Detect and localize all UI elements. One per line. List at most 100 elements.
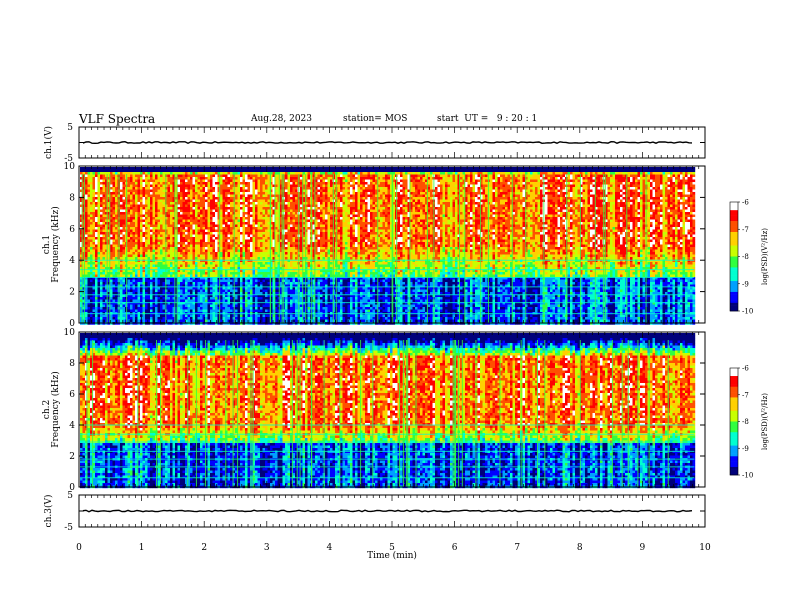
- psd-cell: [187, 257, 191, 260]
- psd-cell: [202, 279, 206, 283]
- psd-cell: [242, 299, 246, 303]
- psd-cell: [190, 249, 193, 253]
- psd-cell: [112, 299, 116, 303]
- psd-cell: [192, 194, 196, 198]
- psd-cell: [107, 177, 111, 180]
- psd-cell: [192, 224, 196, 228]
- psd-cell: [137, 219, 141, 223]
- psd-cell: [197, 209, 201, 213]
- psd-cell: [252, 169, 256, 173]
- psd-cell: [87, 169, 91, 173]
- psd-cell: [250, 244, 253, 248]
- psd-cell: [105, 289, 108, 293]
- psd-cell: [205, 174, 208, 178]
- psd-cell: [252, 264, 256, 268]
- psd-cell: [142, 214, 146, 218]
- psd-cell: [187, 179, 191, 183]
- psd-cell: [270, 284, 273, 288]
- psd-cell: [107, 287, 111, 290]
- psd-cell: [260, 297, 263, 300]
- psd-cell: [127, 224, 131, 228]
- psd-cell: [225, 249, 228, 253]
- psd-cell: [130, 227, 133, 230]
- psd-cell: [162, 314, 166, 318]
- psd-cell: [85, 207, 88, 210]
- psd-cell: [235, 234, 238, 238]
- psd-cell: [262, 284, 266, 288]
- psd-cell: [187, 187, 191, 190]
- psd-cell: [97, 194, 101, 198]
- psd-cell: [250, 259, 253, 263]
- psd-cell: [220, 257, 223, 260]
- psd-cell: [230, 282, 233, 285]
- psd-cell: [225, 279, 228, 283]
- psd-cell: [202, 227, 206, 230]
- psd-cell: [160, 307, 163, 310]
- psd-cell: [215, 254, 218, 258]
- psd-cell: [112, 227, 116, 230]
- psd-cell: [182, 249, 186, 253]
- psd-cell: [132, 209, 136, 213]
- psd-cell: [217, 307, 221, 310]
- psd-cell: [275, 297, 278, 300]
- psd-cell: [85, 242, 88, 245]
- psd-cell: [97, 244, 101, 248]
- psd-cell: [265, 247, 268, 250]
- psd-cell: [167, 287, 171, 290]
- psd-cell: [220, 292, 223, 295]
- psd-cell: [107, 179, 111, 183]
- psd-cell: [90, 219, 93, 223]
- psd-cell: [102, 209, 106, 213]
- psd-cell: [230, 252, 233, 255]
- psd-cell: [152, 314, 156, 318]
- psd-cell: [157, 234, 161, 238]
- psd-cell: [157, 214, 161, 218]
- psd-cell: [185, 209, 188, 213]
- psd-cell: [140, 297, 143, 300]
- psd-cell: [137, 204, 141, 208]
- psd-cell: [262, 209, 266, 213]
- psd-cell: [255, 314, 258, 318]
- psd-cell: [95, 234, 98, 238]
- psd-cell: [182, 299, 186, 303]
- psd-cell: [257, 204, 261, 208]
- psd-cell: [155, 199, 158, 203]
- psd-cell: [147, 304, 151, 308]
- psd-cell: [202, 184, 206, 188]
- psd-cell: [112, 259, 116, 263]
- psd-cell: [90, 192, 93, 195]
- psd-cell: [177, 239, 181, 243]
- psd-cell: [102, 214, 106, 218]
- psd-cell: [142, 267, 146, 270]
- psd-cell: [122, 247, 126, 250]
- psd-cell: [247, 287, 251, 290]
- psd-cell: [87, 284, 91, 288]
- psd-cell: [257, 287, 261, 290]
- psd-cell: [110, 304, 113, 308]
- psd-cell: [245, 307, 248, 310]
- psd-cell: [175, 227, 178, 230]
- psd-cell: [90, 259, 93, 263]
- psd-cell: [92, 267, 96, 270]
- psd-cell: [147, 262, 151, 265]
- psd-cell: [185, 192, 188, 195]
- psd-cell: [192, 282, 196, 285]
- psd-cell: [222, 259, 226, 263]
- psd-cell: [220, 219, 223, 223]
- psd-cell: [257, 292, 261, 295]
- psd-cell: [147, 242, 151, 245]
- psd-cell: [250, 204, 253, 208]
- psd-cell: [185, 194, 188, 198]
- psd-cell: [115, 209, 118, 213]
- psd-cell: [222, 309, 226, 313]
- psd-cell: [137, 282, 141, 285]
- psd-cell: [225, 297, 228, 300]
- psd-cell: [195, 267, 198, 270]
- psd-cell: [97, 304, 101, 308]
- psd-cell: [142, 179, 146, 183]
- psd-cell: [250, 267, 253, 270]
- psd-cell: [110, 277, 113, 280]
- psd-cell: [182, 277, 186, 280]
- psd-cell: [190, 317, 193, 320]
- psd-cell: [120, 169, 123, 173]
